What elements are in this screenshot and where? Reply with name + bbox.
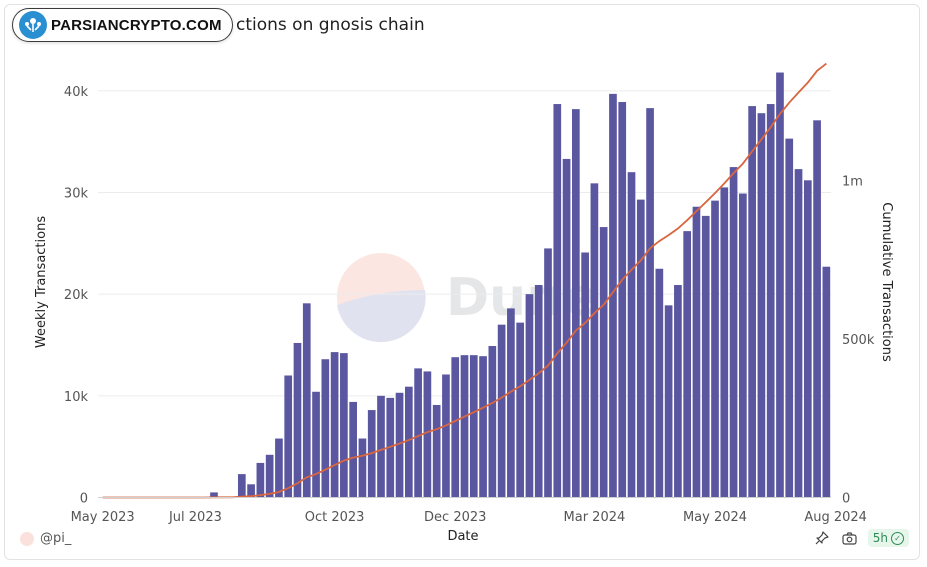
weekly-bar <box>525 294 534 498</box>
weekly-bar <box>701 215 710 498</box>
weekly-bar <box>609 93 617 498</box>
pin-icon[interactable] <box>814 530 830 546</box>
weekly-bar <box>534 285 543 498</box>
weekly-bar <box>488 346 497 498</box>
weekly-bar <box>739 193 747 498</box>
weekly-bar <box>247 484 255 498</box>
parsiancrypto-badge-text: PARSIANCRYPTO.COM <box>51 16 222 34</box>
weekly-bar <box>664 305 673 498</box>
weekly-bar <box>237 474 246 498</box>
weekly-bar <box>544 248 552 498</box>
check-circle-icon: ✓ <box>891 531 904 545</box>
weekly-bar <box>553 104 562 498</box>
x-tick-label: Dec 2023 <box>424 510 486 525</box>
bar-series <box>210 72 831 498</box>
weekly-bar <box>590 183 599 498</box>
y2-tick-label: 1m <box>842 174 863 189</box>
chart-title: ctions on gnosis chain <box>236 15 425 35</box>
x-tick-label: May 2024 <box>683 510 747 525</box>
weekly-bar <box>321 359 330 498</box>
weekly-bar <box>757 113 766 498</box>
weekly-bar <box>720 187 729 498</box>
weekly-bar <box>711 200 719 498</box>
weekly-bar <box>414 368 422 498</box>
weekly-bar <box>377 395 385 498</box>
weekly-bar <box>516 322 525 498</box>
weekly-bar <box>497 324 506 498</box>
weekly-bar <box>479 356 487 498</box>
x-tick-label: Jul 2023 <box>168 510 222 525</box>
weekly-bar <box>562 158 571 498</box>
weekly-bar <box>776 72 784 498</box>
weekly-bar <box>312 391 320 498</box>
x-tick-label: Oct 2023 <box>305 510 365 525</box>
y-tick-label: 30k <box>64 187 89 202</box>
weekly-bar <box>627 172 636 498</box>
y-tick-label: 10k <box>64 390 89 405</box>
weekly-bar <box>302 303 311 498</box>
freshness-badge: 5h ✓ <box>867 529 909 547</box>
parsiancrypto-badge: PARSIANCRYPTO.COM <box>12 8 233 42</box>
y2-tick-label: 500k <box>842 333 875 348</box>
weekly-bar <box>692 206 701 498</box>
parsiancrypto-logo-icon <box>19 11 47 39</box>
weekly-bar <box>674 285 682 498</box>
weekly-bar <box>358 438 367 498</box>
weekly-bar <box>349 401 357 498</box>
y2-axis-label: Cumulative Transactions <box>879 202 894 362</box>
weekly-bar <box>599 227 608 498</box>
weekly-bar <box>813 120 821 498</box>
x-tick-label: Mar 2024 <box>564 510 626 525</box>
x-axis-label: Date <box>447 529 478 544</box>
weekly-bar <box>469 355 478 498</box>
weekly-bar <box>683 231 692 498</box>
weekly-bar <box>451 357 460 498</box>
x-tick-label: May 2023 <box>71 510 135 525</box>
weekly-bar <box>507 308 515 498</box>
weekly-bar <box>803 180 812 498</box>
weekly-bar <box>423 371 432 498</box>
author-link[interactable]: @pi_ <box>20 531 71 546</box>
weekly-bar <box>256 462 265 498</box>
y-axis-ticks: 0 10k 20k 30k 40k <box>64 85 89 507</box>
weekly-bar <box>581 252 589 498</box>
x-tick-label: Aug 2024 <box>804 510 867 525</box>
weekly-bar <box>265 454 274 498</box>
weekly-bar <box>275 438 283 498</box>
y2-axis-ticks: 0 500k 1m <box>842 174 875 506</box>
weekly-bar <box>822 266 831 498</box>
weekly-bar <box>636 199 645 498</box>
x-axis-ticks: May 2023 Jul 2023 Oct 2023 Dec 2023 Mar 2024… <box>71 497 867 525</box>
weekly-bar <box>572 109 580 498</box>
weekly-bar <box>442 374 450 498</box>
weekly-bar <box>404 386 413 498</box>
y-tick-label: 20k <box>64 288 89 303</box>
weekly-bar <box>794 169 803 498</box>
freshness-age: 5h <box>872 531 888 545</box>
weekly-bar <box>729 167 738 498</box>
y2-tick-label: 0 <box>842 492 850 507</box>
author-name: @pi_ <box>40 531 72 546</box>
y-tick-label: 40k <box>64 85 89 100</box>
weekly-bar <box>284 375 293 498</box>
weekly-bar <box>646 108 654 498</box>
camera-icon[interactable] <box>842 530 858 546</box>
weekly-bar <box>340 353 348 498</box>
weekly-bar <box>618 102 627 498</box>
weekly-bar <box>748 106 756 498</box>
weekly-bar <box>210 492 218 498</box>
weekly-bar <box>766 104 775 498</box>
weekly-bar <box>293 342 302 498</box>
weekly-bar <box>655 268 664 498</box>
weekly-bar <box>330 352 339 498</box>
y-tick-label: 0 <box>80 492 88 507</box>
weekly-bar <box>432 404 441 498</box>
weekly-bar <box>460 355 469 498</box>
avatar <box>20 531 34 546</box>
weekly-bar <box>395 392 404 498</box>
footer-actions: 5h ✓ <box>802 529 909 547</box>
y-axis-label: Weekly Transactions <box>34 216 49 348</box>
weekly-bar <box>785 138 794 498</box>
